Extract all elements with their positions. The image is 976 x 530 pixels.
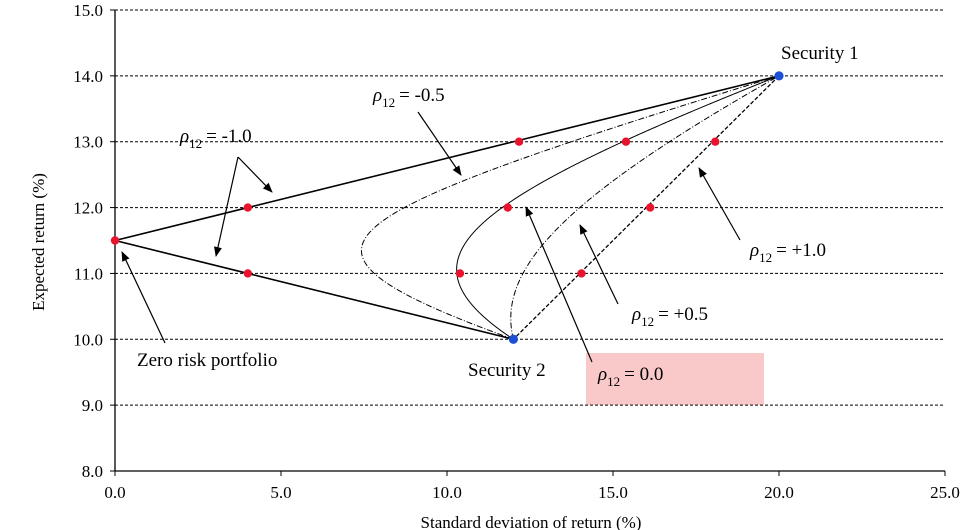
highlight-point-7 [645, 203, 655, 212]
highlight-point-0 [110, 236, 120, 245]
arrow-rho-minus-1-lower [214, 156, 239, 257]
rho-minus-1-label: ρ12 = -1.0 [179, 126, 252, 151]
curve-series-3 [510, 75, 780, 340]
curve-series-1 [360, 75, 780, 340]
rho-0-label: ρ12 = 0.0 [597, 364, 663, 389]
arrow-rho-minus-1-upper [237, 156, 273, 193]
y-tick-label-3: 11.0 [74, 264, 103, 283]
y-tick-label-1: 9.0 [82, 396, 103, 415]
rho-minus-05-label: ρ12 = -0.5 [372, 85, 445, 110]
y-axis-title: Expected return (%) [29, 173, 48, 311]
data-points [110, 71, 784, 344]
x-axis-title: Standard deviation of return (%) [421, 513, 642, 530]
highlight-point-5 [711, 137, 720, 146]
arrow-rho-0 [525, 206, 593, 363]
highlight-point-3 [514, 137, 524, 146]
x-tick-label-3: 15.0 [598, 483, 628, 502]
arrow-zero-risk [121, 251, 166, 344]
y-tick-label-0: 8.0 [82, 462, 103, 481]
rho-plus-1-label: ρ12 = +1.0 [749, 240, 826, 265]
y-tick-label-6: 14.0 [73, 67, 103, 86]
curve-series-2 [456, 75, 780, 340]
highlight-point-8 [455, 269, 465, 278]
highlight-point-9 [577, 269, 586, 278]
arrow-rho-minus-05 [417, 111, 462, 176]
grid-lines [115, 9, 945, 406]
rho-plus-05-label: ρ12 = +0.5 [631, 304, 708, 329]
y-tick-label-2: 10.0 [73, 330, 103, 349]
highlight-point-2 [243, 269, 252, 278]
security-2-label: Security 2 [468, 360, 546, 381]
y-tick-label-5: 13.0 [73, 133, 103, 152]
x-tick-label-1: 5.0 [270, 483, 291, 502]
tick-labels: 8.0 9.0 10.0 11.0 12.0 13.0 14.0 15.0 0.0 5.0 10.0… [73, 1, 960, 502]
security-point-2 [508, 334, 518, 344]
curve-series-0 [114, 75, 780, 341]
y-tick-label-4: 12.0 [73, 199, 103, 218]
highlight-point-4 [621, 137, 631, 146]
highlight-point-1 [243, 203, 252, 212]
y-tick-label-7: 15.0 [73, 1, 103, 20]
zero-risk-label: Zero risk portfolio [137, 350, 277, 371]
x-tick-label-4: 20.0 [764, 483, 794, 502]
security-1-label: Security 1 [781, 43, 859, 64]
arrow-rho-plus-1 [698, 167, 741, 241]
rho-0-highlight-box [586, 353, 764, 405]
arrow-rho-plus-05 [579, 224, 619, 305]
annotation-arrows [121, 111, 741, 363]
security-point-1 [774, 71, 784, 81]
x-tick-label-2: 10.0 [432, 483, 462, 502]
x-tick-label-5: 25.0 [930, 483, 960, 502]
highlight-point-6 [503, 203, 512, 212]
x-tick-label-0: 0.0 [104, 483, 125, 502]
